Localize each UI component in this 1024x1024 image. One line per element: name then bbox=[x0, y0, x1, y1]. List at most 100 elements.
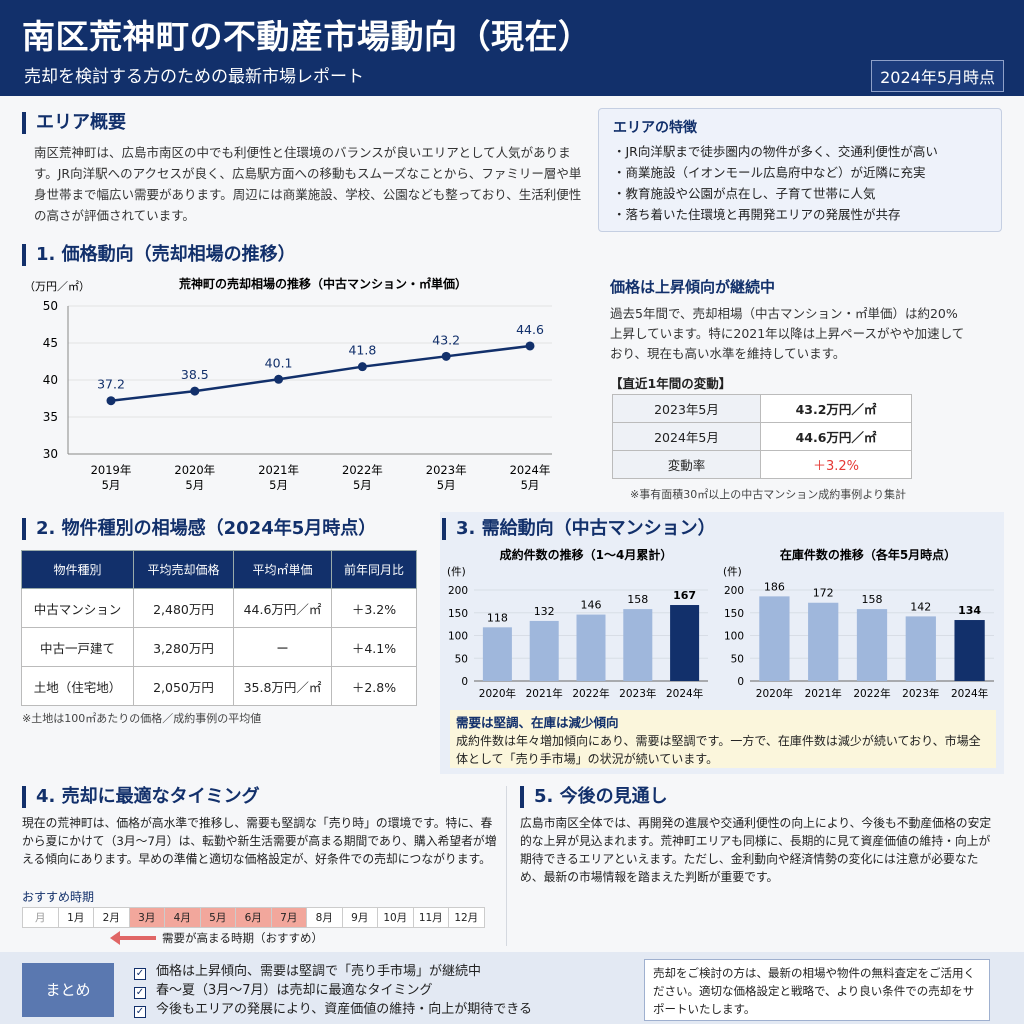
column-header: 平均売却価格 bbox=[133, 550, 234, 589]
data-label: 43.2 bbox=[432, 332, 460, 347]
divider bbox=[506, 786, 507, 946]
supply-summary-body: 成約件数は年々増加傾向にあり、需要は堅調です。一方で、在庫件数は減少が続いており… bbox=[456, 734, 981, 766]
calendar-month: 1月 bbox=[57, 907, 94, 928]
column-header: 物件種別 bbox=[21, 550, 134, 589]
feature-item: ・JR向洋駅まで徒歩圏内の物件が多く、交通利便性が高い bbox=[613, 144, 938, 159]
y-tick-label: 50 bbox=[43, 299, 58, 313]
y-tick-label: 50 bbox=[731, 653, 744, 665]
outlook-title: 5. 今後の見通し bbox=[520, 786, 668, 808]
x-tick-label: 2020年 bbox=[756, 687, 793, 700]
checkbox-icon: ✓ bbox=[134, 987, 146, 999]
summary-item-text: 価格は上昇傾向、需要は堅調で「売り手市場」が継続中 bbox=[156, 964, 482, 979]
month-calendar: 月 1月 2月 3月 4月 5月 6月 7月 8月 9月 10月 11月 12月 bbox=[22, 907, 485, 928]
checkbox-icon: ✓ bbox=[134, 1006, 146, 1018]
timing-title: 4. 売却に最適なタイミング bbox=[22, 786, 260, 808]
bar-value-label: 146 bbox=[581, 599, 602, 612]
calendar-month: 5月 bbox=[199, 907, 236, 928]
y-tick-label: 0 bbox=[461, 676, 468, 688]
arrow-shaft bbox=[118, 936, 156, 940]
table-row: 2024年5月 44.6万円／㎡ bbox=[612, 422, 912, 451]
supply-summary-title: 需要は堅調、在庫は減少傾向 bbox=[456, 715, 619, 730]
summary-item: ✓ 価格は上昇傾向、需要は堅調で「売り手市場」が継続中 bbox=[134, 962, 634, 981]
y-tick-label: 40 bbox=[43, 373, 58, 387]
data-label: 40.1 bbox=[265, 355, 293, 370]
y-tick-label: 150 bbox=[448, 608, 468, 620]
data-label: 38.5 bbox=[181, 367, 209, 382]
bar-value-label: 118 bbox=[487, 611, 508, 624]
table-cell: 2,480万円 bbox=[133, 588, 234, 628]
page-header: 南区荒神町の不動産市場動向（現在） 売却を検討する方のための最新市場レポート 2… bbox=[0, 0, 1024, 96]
table-cell: 土地（住宅地） bbox=[21, 666, 134, 706]
y-tick-label: 200 bbox=[724, 585, 744, 597]
change-value: 44.6万円／㎡ bbox=[760, 422, 912, 451]
calendar-month: 6月 bbox=[235, 907, 272, 928]
price-trend-title: 1. 価格動向（売却相場の推移） bbox=[22, 244, 296, 266]
price-line-chart: 荒神町の売却相場の推移（中古マンション・㎡単価） （万円／㎡） 30 35 40 45… bbox=[24, 276, 552, 492]
x-tick-label: 2022年 bbox=[853, 687, 890, 700]
x-tick-label: 2019年 5月 bbox=[91, 463, 132, 492]
bar bbox=[623, 609, 653, 681]
summary-label: まとめ bbox=[22, 963, 114, 1017]
summary-list: ✓ 価格は上昇傾向、需要は堅調で「売り手市場」が継続中 ✓ 春〜夏（3月〜7月）は売… bbox=[134, 962, 634, 1019]
x-tick-label: 2021年 bbox=[805, 687, 842, 700]
table-row: 変動率 ＋3.2% bbox=[612, 450, 912, 479]
table-row: 土地（住宅地） 2,050万円 35.8万円／㎡ ＋2.8% bbox=[21, 666, 417, 706]
change-value: 43.2万円／㎡ bbox=[760, 394, 912, 423]
bar-chart-unit: (件) bbox=[447, 566, 466, 578]
summary-item-text: 今後もエリアの発展により、資産価値の維持・向上が期待できる bbox=[156, 1002, 532, 1017]
line-chart-unit: （万円／㎡） bbox=[24, 280, 90, 293]
series-line bbox=[110, 344, 531, 402]
summary-item: ✓ 春〜夏（3月〜7月）は売却に最適なタイミング bbox=[134, 981, 634, 1000]
bar bbox=[759, 596, 790, 681]
bar bbox=[482, 627, 512, 681]
table-cell: ＋2.8% bbox=[331, 666, 417, 706]
data-point bbox=[274, 374, 284, 384]
outlook-body: 広島市南区全体では、再開発の進展や交通利便性の向上により、今後も不動産価格の安定… bbox=[520, 816, 992, 884]
x-tick-label: 2024年 bbox=[666, 687, 703, 700]
calendar-month: 2月 bbox=[93, 907, 130, 928]
table-cell: 中古一戸建て bbox=[21, 627, 134, 667]
bar bbox=[954, 620, 985, 681]
calendar-title: おすすめ時期 bbox=[22, 890, 95, 904]
change-rate-value: ＋3.2% bbox=[760, 450, 912, 479]
timing-body: 現在の荒神町は、価格が高水準で推移し、需要も堅調な「売り時」の環境です。特に、春… bbox=[22, 816, 497, 866]
calendar-month: 8月 bbox=[306, 907, 343, 928]
types-note: ※土地は100㎡あたりの価格／成約事例の平均値 bbox=[22, 712, 262, 725]
data-label: 41.8 bbox=[348, 343, 376, 358]
types-title: 2. 物件種別の相場感（2024年5月時点） bbox=[22, 518, 376, 540]
table-row: 中古一戸建て 3,280万円 ー ＋4.1% bbox=[21, 627, 417, 667]
y-tick-label: 150 bbox=[724, 608, 744, 620]
features-title: エリアの特徴 bbox=[613, 120, 697, 136]
y-tick-label: 100 bbox=[724, 631, 744, 643]
table-cell: 2,050万円 bbox=[133, 666, 234, 706]
bar-value-label: 132 bbox=[534, 605, 555, 618]
bar-value-label: 158 bbox=[627, 593, 648, 606]
y-tick-label: 0 bbox=[737, 676, 744, 688]
feature-item: ・教育施設や公園が点在し、子育て世帯に人気 bbox=[613, 186, 876, 201]
types-table: 物件種別 平均売却価格 平均㎡単価 前年同月比 中古マンション 2,480万円 … bbox=[21, 550, 417, 706]
calendar-month: 10月 bbox=[377, 907, 414, 928]
x-tick-label: 2022年 bbox=[572, 687, 609, 700]
bar-value-label: 158 bbox=[862, 593, 883, 606]
data-point bbox=[357, 362, 367, 372]
column-header: 前年同月比 bbox=[331, 550, 417, 589]
bar bbox=[856, 609, 888, 681]
x-tick-label: 2020年 5月 bbox=[174, 463, 215, 492]
data-point bbox=[525, 341, 535, 351]
bar bbox=[670, 605, 700, 681]
contracts-bar-chart: 成約件数の推移（1〜4月累計） (件) 0 50 100 150 200 118 2020年… bbox=[447, 547, 708, 700]
x-tick-label: 2023年 5月 bbox=[426, 463, 467, 492]
table-cell: ＋3.2% bbox=[331, 588, 417, 628]
overview-body: 南区荒神町は、広島市南区の中でも利便性と住環境のバランスが良いエリアとして人気が… bbox=[34, 145, 582, 223]
data-label: 44.6 bbox=[516, 322, 544, 337]
feature-item: ・落ち着いた住環境と再開発エリアの発展性が共存 bbox=[613, 207, 901, 222]
bar-value-label: 172 bbox=[813, 587, 834, 600]
report-date-badge: 2024年5月時点 bbox=[871, 60, 1004, 92]
y-tick-label: 30 bbox=[43, 447, 58, 461]
column-header: 平均㎡単価 bbox=[233, 550, 332, 589]
table-header-row: 物件種別 平均売却価格 平均㎡単価 前年同月比 bbox=[21, 550, 417, 589]
calendar-row: 月 1月 2月 3月 4月 5月 6月 7月 8月 9月 10月 11月 12月 bbox=[22, 907, 485, 928]
bar-value-label: 134 bbox=[958, 604, 981, 617]
y-tick-label: 45 bbox=[43, 336, 58, 350]
calendar-month: 11月 bbox=[412, 907, 449, 928]
